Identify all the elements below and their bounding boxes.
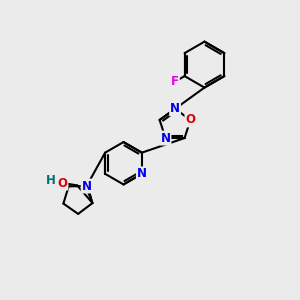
Text: N: N [82, 179, 92, 193]
Text: O: O [58, 176, 68, 190]
Text: O: O [185, 113, 195, 127]
Text: N: N [137, 167, 147, 180]
Text: N: N [170, 102, 180, 115]
Text: H: H [46, 174, 56, 187]
Text: F: F [171, 75, 179, 88]
Polygon shape [85, 185, 92, 203]
Text: N: N [160, 132, 170, 145]
